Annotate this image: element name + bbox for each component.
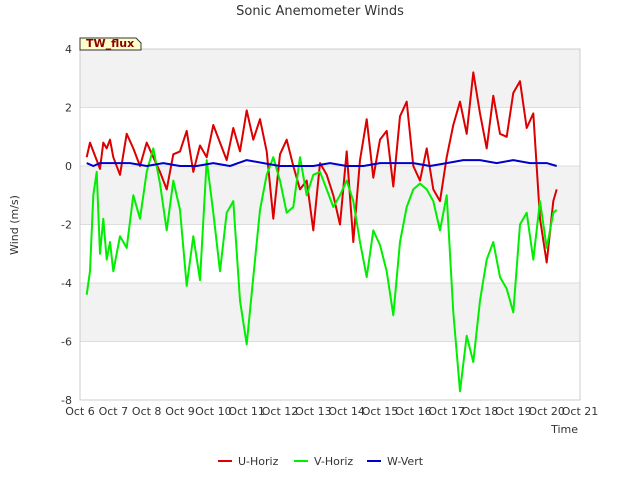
legend: U-Horiz V-Horiz W-Vert — [218, 455, 424, 468]
x-tick-label: Oct 7 — [99, 405, 129, 418]
series-layer — [85, 71, 558, 393]
background-band — [80, 283, 580, 342]
x-tick-label: Oct 20 — [528, 405, 565, 418]
plot-border — [79, 48, 581, 401]
background-band — [80, 49, 580, 108]
y-tick-label: -8 — [61, 394, 72, 407]
y-tick-label: 0 — [65, 160, 72, 173]
series-line-v-horiz — [85, 147, 558, 393]
y-axis-title: Wind (m/s) — [8, 195, 21, 255]
x-tick-label: Oct 12 — [262, 405, 299, 418]
x-tick-label: Oct 6 — [65, 405, 95, 418]
legend-label-u-horiz: U-Horiz — [238, 455, 279, 468]
x-tick-label: Oct 17 — [428, 405, 465, 418]
x-tick-label: Oct 15 — [362, 405, 399, 418]
site-label-box: TW_flux — [79, 37, 142, 51]
x-tick-label: Oct 13 — [295, 405, 332, 418]
background-band — [80, 166, 580, 225]
y-tick-label: -4 — [61, 277, 72, 290]
x-tick-label: Oct 19 — [495, 405, 532, 418]
x-tick-label: Oct 9 — [165, 405, 195, 418]
legend-label-v-horiz: V-Horiz — [314, 455, 353, 468]
site-label: TW_flux — [86, 37, 134, 50]
x-tick-label: Oct 8 — [132, 405, 162, 418]
y-tick-label: -6 — [61, 336, 72, 349]
series-line-u-horiz — [85, 71, 558, 264]
x-tick-label: Oct 11 — [228, 405, 265, 418]
y-tick-label: 2 — [65, 102, 72, 115]
y-tick-labels: -8 -6 -4 -2 0 2 4 — [61, 43, 72, 407]
chart-title: Sonic Anemometer Winds — [236, 4, 404, 19]
legend-label-w-vert: W-Vert — [387, 455, 424, 468]
x-axis-title: Time — [550, 423, 578, 436]
x-tick-label: Oct 21 — [562, 405, 599, 418]
x-tick-label: Oct 10 — [195, 405, 232, 418]
background-bands — [80, 49, 580, 342]
y-tick-label: 4 — [65, 43, 72, 56]
y-tick-label: -2 — [61, 219, 72, 232]
x-tick-label: Oct 18 — [462, 405, 499, 418]
x-tick-label: Oct 16 — [395, 405, 432, 418]
series-line-w-vert — [86, 159, 557, 167]
x-tick-label: Oct 14 — [328, 405, 365, 418]
